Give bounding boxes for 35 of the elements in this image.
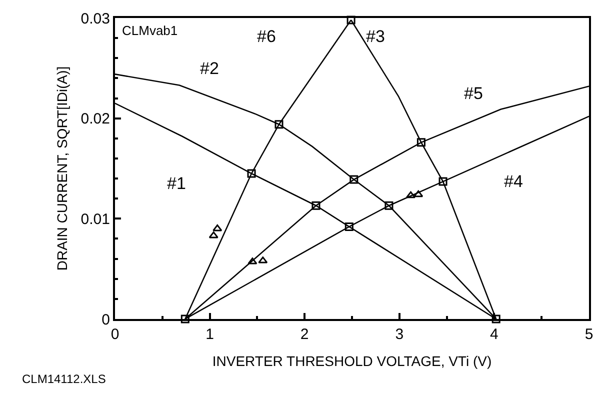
x-tick-label: 3	[395, 326, 404, 343]
x-tick-label: 2	[300, 326, 309, 343]
point	[350, 175, 358, 184]
series-label: #3	[366, 27, 385, 46]
x-axis-title: INVERTER THRESHOLD VOLTAGE, VTi (V)	[212, 352, 492, 369]
point	[384, 201, 394, 210]
point	[208, 231, 218, 238]
x-tick-label: 5	[584, 326, 594, 343]
point	[416, 138, 426, 147]
text: CLM14112.XLS	[22, 372, 106, 386]
text: #6	[257, 27, 276, 46]
point	[344, 222, 354, 231]
y-tick-label: 0.01	[80, 210, 110, 228]
point	[258, 256, 268, 264]
point	[438, 177, 448, 186]
y-tick-label: 0	[102, 311, 110, 328]
point	[406, 191, 416, 198]
annotation: CLMvab1	[122, 23, 178, 38]
point	[312, 201, 320, 210]
point	[414, 190, 424, 198]
series-label: #2	[200, 59, 219, 78]
series-label: #4	[504, 172, 523, 191]
point	[180, 314, 190, 324]
point	[212, 224, 222, 232]
y-tick-label: 0.03	[80, 10, 110, 28]
point	[248, 258, 258, 264]
point	[346, 16, 356, 24]
series-label: #5	[464, 84, 483, 103]
point	[274, 120, 284, 129]
point	[247, 169, 256, 178]
y-tick-label: 0.02	[80, 110, 110, 128]
x-tick-label: 1	[206, 326, 214, 343]
x-tick-label: 4	[490, 326, 498, 343]
series-label: #1	[167, 174, 186, 193]
y-axis-title: DRAIN CURRENT, SQRT[IDi(A)]	[54, 66, 70, 271]
